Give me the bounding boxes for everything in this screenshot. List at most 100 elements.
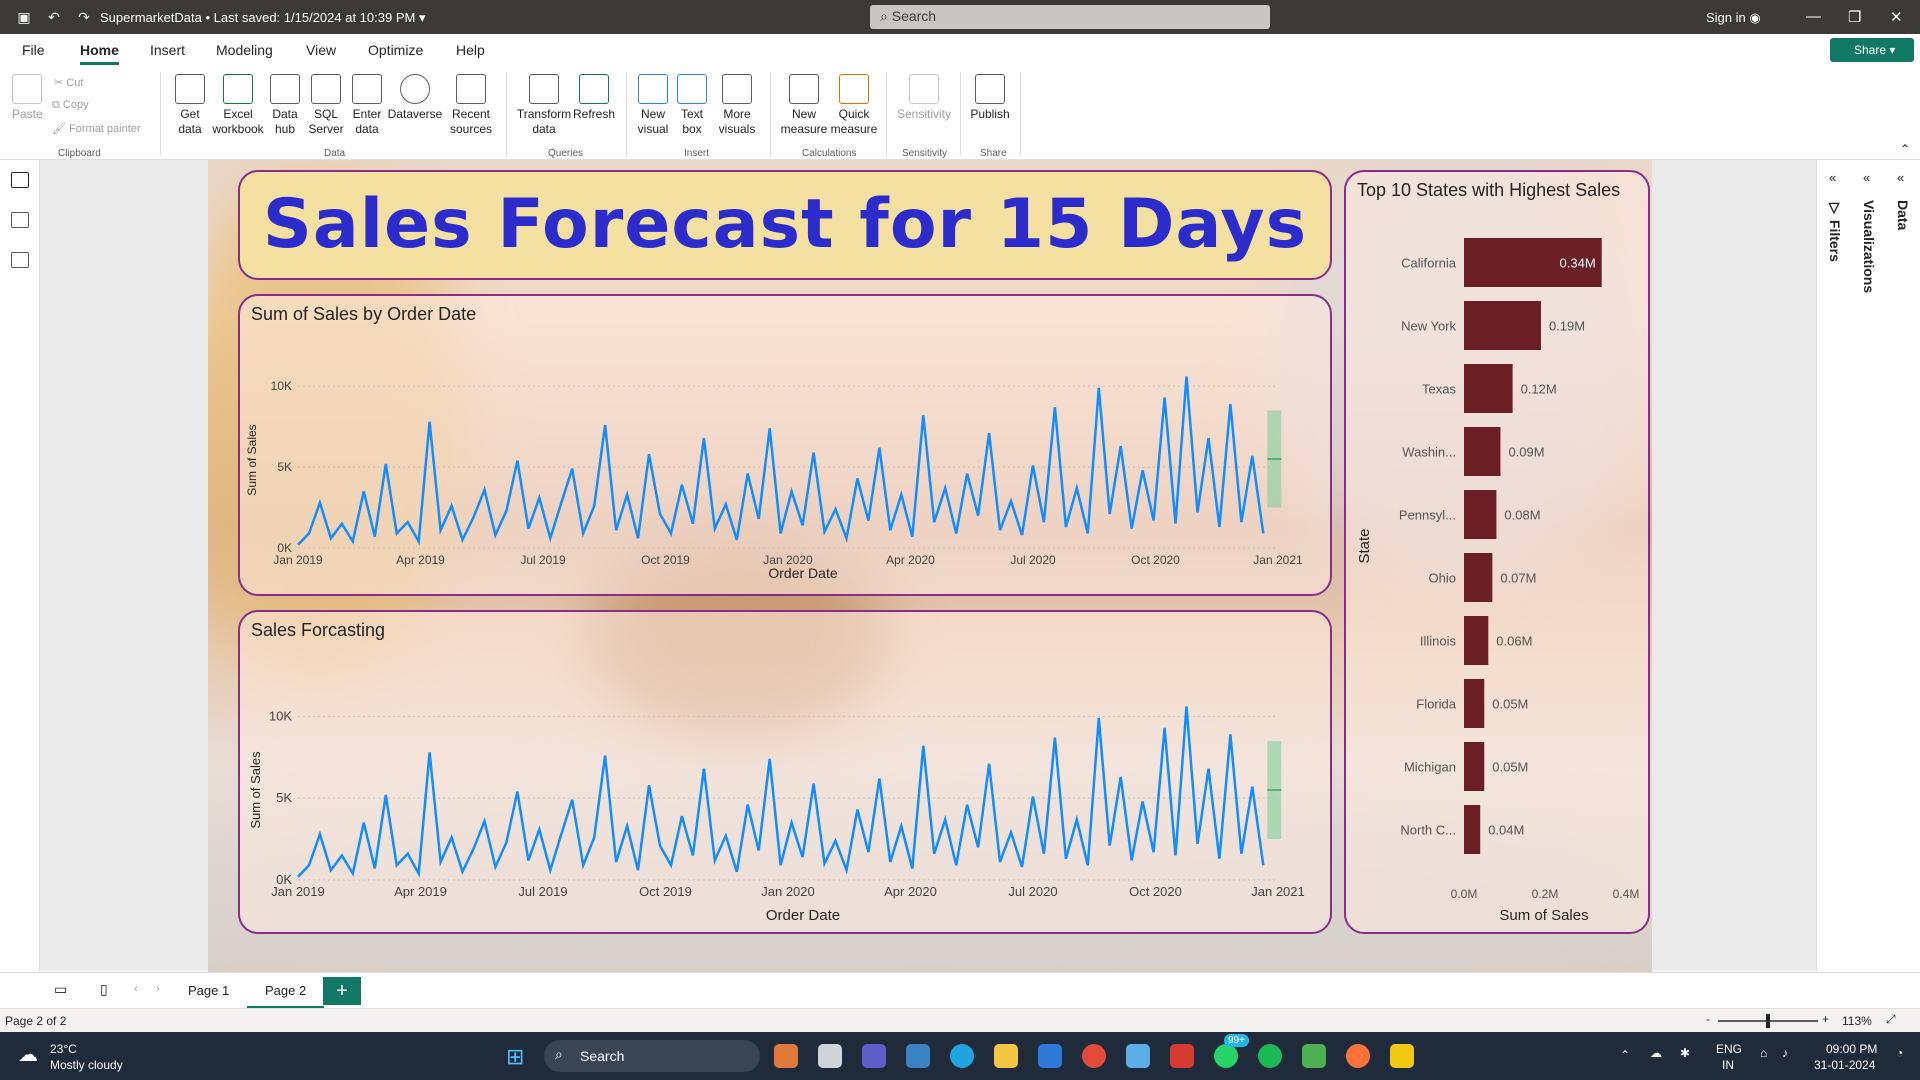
onedrive-icon[interactable]: ☁	[1650, 1046, 1662, 1060]
filters-pane-tab[interactable]: ▽ Filters	[1827, 200, 1843, 262]
refresh-button[interactable]: Refresh	[572, 74, 616, 122]
teams-icon[interactable]	[862, 1044, 886, 1068]
bluetooth-icon[interactable]: ✱	[1680, 1046, 1691, 1060]
tab-help[interactable]: Help	[456, 42, 485, 58]
redo-icon[interactable]: ↷	[78, 9, 90, 25]
data-hub-button[interactable]: Data hub	[268, 74, 302, 137]
copy-button[interactable]: ⧉ Copy	[52, 99, 89, 111]
transform-data-button[interactable]: Transform data	[516, 74, 572, 137]
store-icon[interactable]	[906, 1044, 930, 1068]
sql-server-button[interactable]: SQL Server	[308, 74, 344, 137]
collapse-filters-icon[interactable]: «	[1829, 170, 1837, 185]
tab-file[interactable]: File	[22, 42, 45, 58]
spotify-icon[interactable]	[1258, 1044, 1282, 1068]
app-icon[interactable]	[774, 1044, 798, 1068]
task-view-icon[interactable]	[818, 1044, 842, 1068]
dataverse-button[interactable]: Dataverse	[386, 74, 444, 122]
minimize-icon[interactable]: —	[1806, 8, 1821, 25]
zoom-out-icon[interactable]: -	[1706, 1012, 1710, 1026]
format-painter-button[interactable]: 🖌 Format painter	[52, 123, 141, 135]
visualizations-pane-tab[interactable]: Visualizations	[1861, 200, 1877, 294]
taskbar-search[interactable]: Search	[544, 1040, 760, 1072]
bar-value-label: 0.09M	[1508, 445, 1544, 460]
page-info: Page 2 of 2	[5, 1014, 67, 1028]
page-tab-1[interactable]: Page 1	[188, 983, 230, 998]
network-icon[interactable]: ⌂	[1760, 1046, 1768, 1060]
tab-home[interactable]: Home	[80, 42, 119, 65]
volume-icon[interactable]: ♪	[1782, 1046, 1788, 1060]
table-view-icon[interactable]	[11, 212, 29, 228]
restore-icon[interactable]: ❐	[1848, 9, 1862, 26]
cut-button[interactable]: ✂ Cut	[54, 77, 84, 89]
mail-icon[interactable]	[1038, 1044, 1062, 1068]
document-title[interactable]: SupermarketData • Last saved: 1/15/2024 …	[100, 10, 426, 25]
page-tab-2[interactable]: Page 2	[247, 973, 325, 1009]
windows-start-icon[interactable]: ⊞	[506, 1044, 525, 1069]
utorrent-icon[interactable]	[1302, 1044, 1326, 1068]
text-box-button[interactable]: Text box	[674, 74, 710, 137]
file-explorer-icon[interactable]	[994, 1044, 1018, 1068]
x-tick-label: 0.0M	[1451, 887, 1478, 901]
tab-modeling[interactable]: Modeling	[216, 42, 273, 58]
new-visual-button[interactable]: New visual	[634, 74, 672, 137]
data-pane-tab[interactable]: Data	[1895, 200, 1911, 231]
tab-view[interactable]: View	[306, 42, 337, 58]
report-view-icon[interactable]	[11, 172, 29, 188]
tab-insert[interactable]: Insert	[150, 42, 186, 58]
weather-icon[interactable]: ☁	[18, 1044, 38, 1066]
fit-page-icon[interactable]: ⤢	[1886, 1012, 1896, 1026]
app-icon[interactable]	[1126, 1044, 1150, 1068]
zoom-in-icon[interactable]: +	[1822, 1012, 1830, 1026]
sensitivity-button[interactable]: Sensitivity	[894, 74, 954, 122]
chevron-up-icon[interactable]: ⌃	[1620, 1048, 1631, 1062]
collapse-ribbon-icon[interactable]: ⌃	[1900, 142, 1911, 156]
notifications-icon[interactable]: ◔	[1896, 1046, 1904, 1060]
collapse-data-icon[interactable]: «	[1897, 170, 1905, 185]
next-page-icon[interactable]: ›	[156, 983, 160, 995]
chrome-icon[interactable]	[1082, 1044, 1106, 1068]
enter-data-button[interactable]: Enter data	[350, 74, 384, 137]
mobile-layout-icon[interactable]: ▯	[100, 981, 108, 997]
more-visuals-label: More visuals	[718, 107, 756, 136]
prev-page-icon[interactable]: ‹	[134, 983, 138, 995]
publish-button[interactable]: Publish	[968, 74, 1012, 122]
wps-icon[interactable]	[1170, 1044, 1194, 1068]
model-view-icon[interactable]	[11, 252, 29, 268]
share-button[interactable]: Share ▾	[1830, 38, 1914, 62]
y-tick-label: 5K	[276, 790, 292, 805]
save-icon[interactable]: ▣	[17, 9, 31, 25]
undo-icon[interactable]: ↶	[48, 9, 60, 25]
ribbon-separator	[1020, 72, 1021, 156]
more-visuals-button[interactable]: More visuals	[712, 74, 762, 137]
excel-workbook-button[interactable]: Excel workbook	[210, 74, 266, 137]
sign-in-label: Sign in	[1706, 10, 1746, 25]
paste-label: Paste	[12, 107, 43, 121]
line-chart-panel[interactable]	[238, 294, 1332, 596]
quick-measure-button[interactable]: Quick measure	[830, 74, 878, 137]
desktop-layout-icon[interactable]: ▭	[54, 981, 68, 997]
firefox-icon[interactable]	[1346, 1044, 1370, 1068]
new-measure-button[interactable]: New measure	[776, 74, 832, 137]
tab-optimize[interactable]: Optimize	[368, 42, 424, 58]
collapse-visualizations-icon[interactable]: «	[1863, 170, 1871, 185]
language-indicator[interactable]: ENG	[1716, 1042, 1743, 1056]
zoom-slider-thumb[interactable]	[1766, 1014, 1770, 1028]
add-page-button[interactable]: +	[323, 977, 361, 1005]
power-bi-icon[interactable]	[1390, 1044, 1414, 1068]
x-tick-label: Jan 2019	[273, 553, 323, 567]
whatsapp-icon[interactable]	[1214, 1044, 1238, 1068]
zoom-level[interactable]: 113%	[1842, 1014, 1872, 1028]
x-tick-label: Apr 2020	[886, 553, 935, 567]
bar-chart-panel[interactable]	[1344, 170, 1650, 934]
y-tick-label: 0K	[276, 872, 292, 887]
clock-time[interactable]: 09:00 PM	[1826, 1042, 1878, 1056]
close-icon[interactable]: ✕	[1890, 9, 1903, 26]
recent-sources-button[interactable]: Recent sources	[448, 74, 494, 137]
sign-in-link[interactable]: Sign in ◉	[1706, 10, 1761, 25]
get-data-button[interactable]: Get data	[170, 74, 210, 137]
search-box[interactable]: ⌕ Search	[870, 5, 1270, 29]
paste-button[interactable]: Paste	[12, 74, 43, 122]
copy-label: Copy	[62, 99, 89, 111]
state-bar	[1464, 553, 1493, 602]
edge-icon[interactable]	[950, 1044, 974, 1068]
